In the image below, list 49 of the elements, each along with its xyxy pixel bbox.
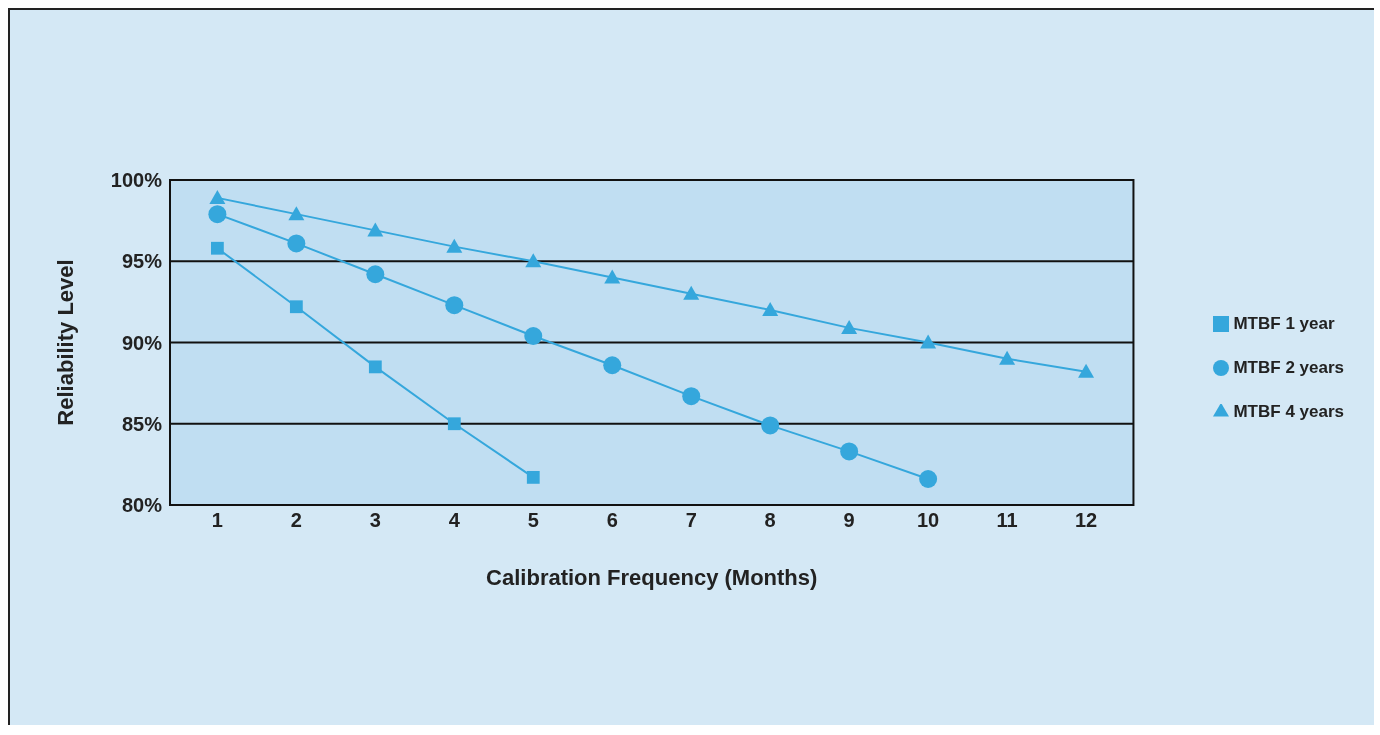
point [920, 334, 937, 349]
y-tick-label: 85% [121, 412, 163, 435]
y-tick-label: 90% [121, 331, 163, 354]
x-tick-label: 4 [448, 509, 461, 532]
point [287, 234, 306, 253]
point [445, 296, 464, 315]
y-tick-label: 100% [110, 169, 163, 192]
point [683, 285, 700, 300]
point [999, 350, 1016, 365]
point [367, 222, 384, 237]
x-tick-label: 9 [843, 509, 855, 532]
y-tick-label: 80% [121, 494, 163, 517]
point [447, 417, 461, 431]
x-tick-label: 5 [527, 509, 539, 532]
y-axis-title: Reliability Level [52, 259, 78, 426]
point [761, 416, 780, 435]
point [762, 302, 779, 316]
point [604, 269, 621, 284]
point [526, 470, 540, 484]
point [210, 241, 224, 255]
x-tick-label: 10 [917, 509, 940, 532]
point [841, 319, 858, 334]
y-tick-label: 95% [121, 250, 163, 273]
legend-label: MTBF 1 year [1233, 313, 1335, 333]
point [603, 356, 622, 375]
point [525, 253, 542, 268]
point [682, 387, 701, 406]
legend-label: MTBF 4 years [1233, 401, 1344, 421]
point [366, 265, 385, 284]
point [1078, 363, 1095, 378]
point [446, 238, 463, 253]
x-tick-label: 6 [606, 509, 618, 532]
point [288, 206, 305, 221]
x-tick-label: 1 [211, 509, 223, 532]
point [840, 442, 859, 461]
point [209, 189, 226, 204]
x-axis-title: Calibration Frequency (Months) [486, 565, 818, 590]
point [368, 360, 382, 374]
legend-label: MTBF 2 years [1233, 357, 1344, 377]
x-tick-label: 11 [996, 509, 1018, 532]
point [919, 470, 938, 488]
x-tick-label: 12 [1074, 509, 1098, 532]
x-tick-label: 7 [685, 509, 697, 532]
point [208, 205, 227, 224]
point [524, 327, 543, 345]
x-tick-label: 8 [764, 509, 776, 532]
point [289, 300, 303, 314]
x-tick-label: 3 [369, 509, 381, 532]
x-tick-label: 2 [290, 509, 302, 532]
